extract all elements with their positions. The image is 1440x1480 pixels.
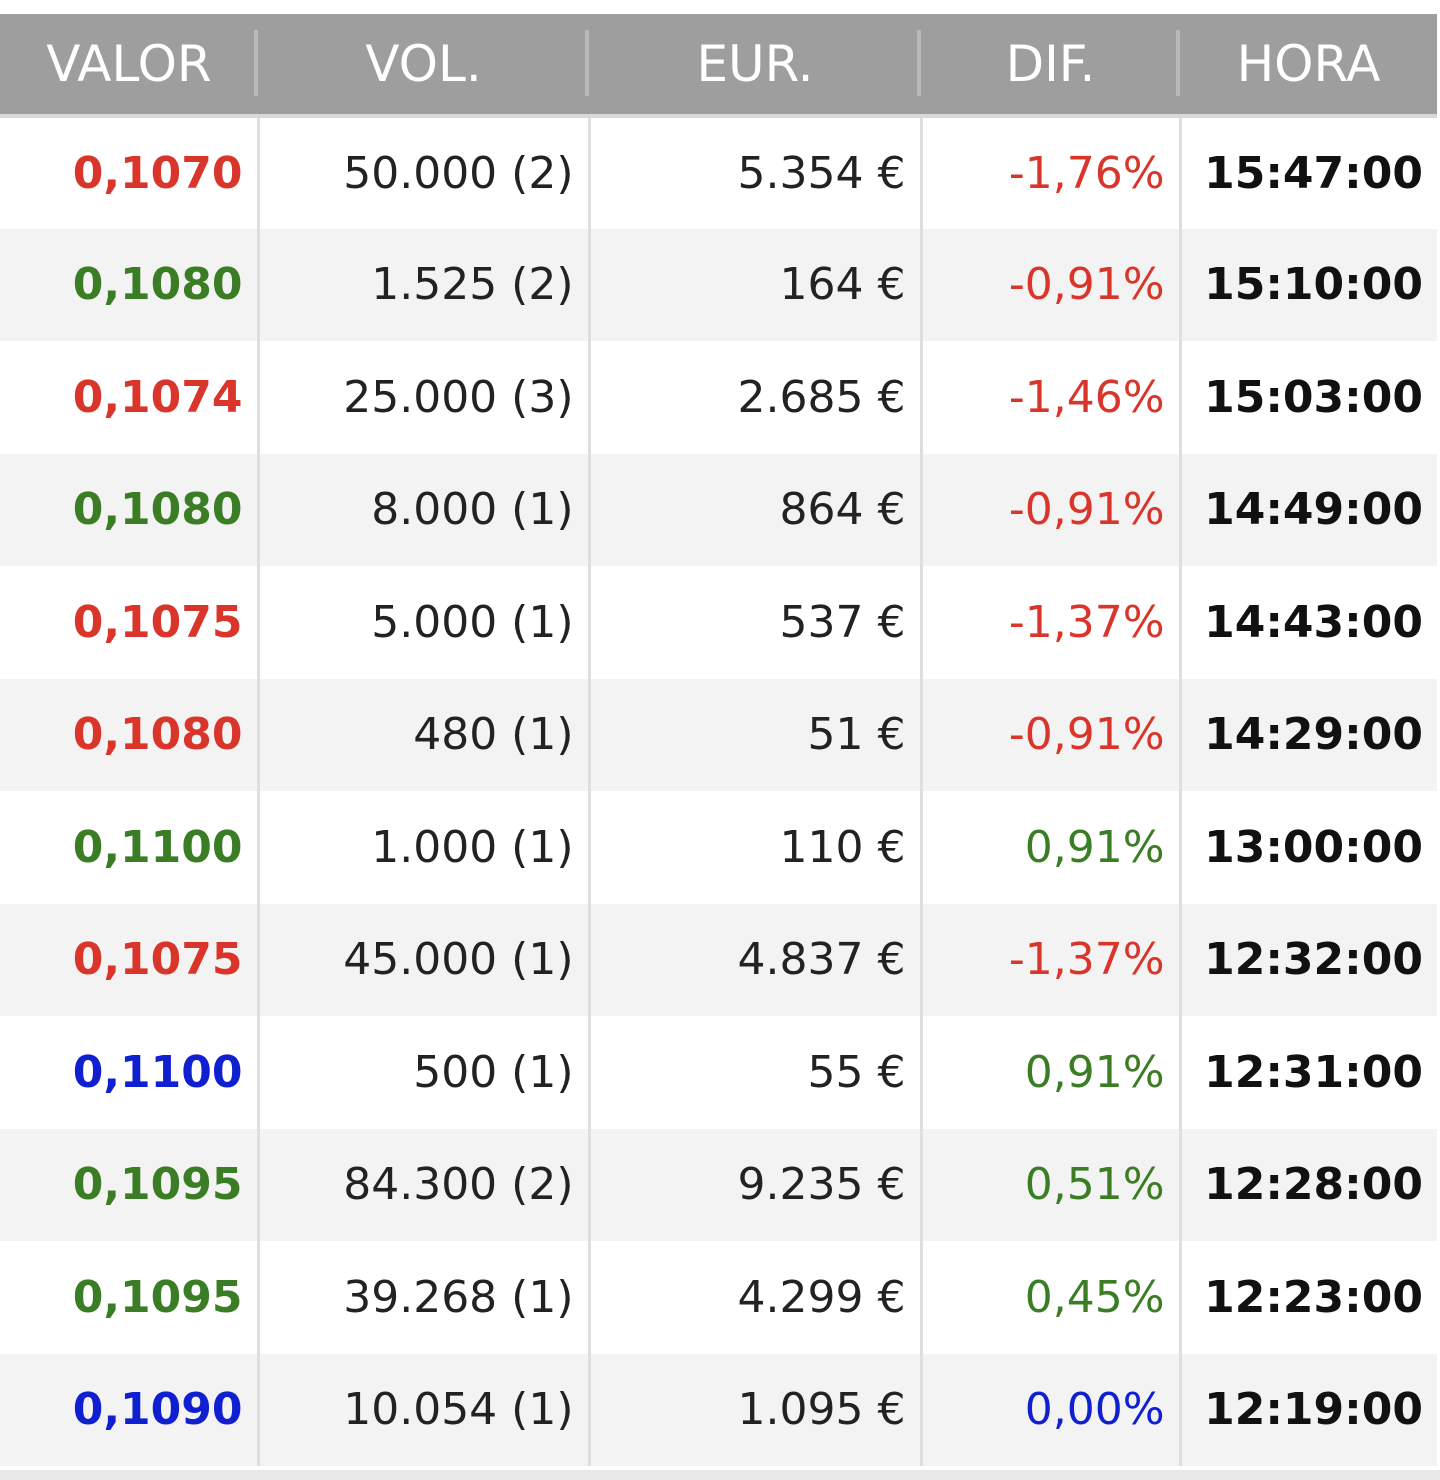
euro-amount-cell: 2.685 €: [589, 341, 923, 454]
table-row[interactable]: 0,1070 50.000 (2) 5.354 € -1,76% 15:47:00: [0, 116, 1437, 229]
volume-cell: 480 (1): [258, 678, 591, 791]
table-row[interactable]: 0,1100 500 (1) 55 €0,91% 12:31:00: [0, 1016, 1437, 1129]
difference-cell: 0,45%: [921, 1241, 1182, 1354]
time-cell: 15:03:00: [1204, 371, 1423, 423]
header-valor[interactable]: VALOR: [0, 14, 258, 118]
table-body: 0,1070 50.000 (2) 5.354 € -1,76% 15:47:00 0,1…: [0, 116, 1437, 1466]
header-separator: [585, 30, 589, 96]
header-separator: [254, 30, 258, 96]
volume-cell: 5.000 (1): [258, 566, 591, 679]
table-header: VALOR VOL. EUR. DIF. HORA: [0, 14, 1437, 118]
header-dif-label: DIF.: [1005, 35, 1096, 93]
difference-cell: -1,37%: [921, 566, 1182, 679]
table-row[interactable]: 0,1075 45.000 (1) 4.837 € -1,37% 12:32:00: [0, 903, 1437, 1016]
volume-cell: 1.525 (2): [258, 228, 591, 341]
top-margin: [0, 0, 1440, 14]
volume-cell: 500 (1): [258, 1016, 591, 1129]
euro-amount-cell: 164 €: [589, 228, 923, 341]
valor-cell: 0,1080: [0, 453, 260, 566]
time-cell: 12:31:00: [1204, 1046, 1423, 1098]
difference-cell: -0,91%: [921, 453, 1182, 566]
euro-amount-cell: 537 €: [589, 566, 923, 679]
volume-cell: 45.000 (1): [258, 903, 591, 1016]
difference-cell: -1,37%: [921, 903, 1182, 1016]
time-cell: 12:23:00: [1204, 1271, 1423, 1323]
table-row[interactable]: 0,1090 10.054 (1) 1.095 €0,00% 12:19:00: [0, 1353, 1437, 1466]
euro-amount-cell: 4.299 €: [589, 1241, 923, 1354]
euro-amount-cell: 5.354 €: [589, 116, 923, 229]
header-row: VALOR VOL. EUR. DIF. HORA: [0, 14, 1437, 118]
header-hora-label: HORA: [1236, 35, 1381, 93]
time-cell: 12:28:00: [1204, 1159, 1423, 1211]
valor-cell: 0,1075: [0, 903, 260, 1016]
valor-cell: 0,1080: [0, 228, 260, 341]
header-eur[interactable]: EUR.: [589, 14, 921, 118]
volume-cell: 1.000 (1): [258, 791, 591, 904]
table-row[interactable]: 0,1095 84.300 (2) 9.235 €0,51% 12:28:00: [0, 1128, 1437, 1241]
valor-cell: 0,1095: [0, 1128, 260, 1241]
difference-cell: -1,46%: [921, 341, 1182, 454]
euro-amount-cell: 4.837 €: [589, 903, 923, 1016]
time-cell: 14:43:00: [1204, 596, 1423, 648]
valor-cell: 0,1070: [0, 116, 260, 229]
bottom-edge: [0, 1470, 1440, 1480]
header-dif[interactable]: DIF.: [921, 14, 1180, 118]
table-row[interactable]: 0,1080 480 (1) 51 € -0,91% 14:29:00: [0, 678, 1437, 791]
valor-cell: 0,1100: [0, 791, 260, 904]
header-separator: [917, 30, 921, 96]
euro-amount-cell: 864 €: [589, 453, 923, 566]
difference-cell: 0,91%: [921, 791, 1182, 904]
valor-cell: 0,1100: [0, 1016, 260, 1129]
time-cell: 15:47:00: [1204, 147, 1423, 199]
difference-cell: 0,91%: [921, 1016, 1182, 1129]
euro-amount-cell: 1.095 €: [589, 1353, 923, 1466]
volume-cell: 39.268 (1): [258, 1241, 591, 1354]
header-eur-label: EUR.: [696, 35, 814, 93]
time-cell: 14:29:00: [1204, 709, 1423, 761]
volume-cell: 8.000 (1): [258, 453, 591, 566]
euro-amount-cell: 9.235 €: [589, 1128, 923, 1241]
volume-cell: 84.300 (2): [258, 1128, 591, 1241]
header-separator: [1176, 30, 1180, 96]
table-row[interactable]: 0,1080 8.000 (1) 864 € -0,91% 14:49:00: [0, 453, 1437, 566]
valor-cell: 0,1075: [0, 566, 260, 679]
table-row[interactable]: 0,1074 25.000 (3) 2.685 € -1,46% 15:03:00: [0, 341, 1437, 454]
euro-amount-cell: 110 €: [589, 791, 923, 904]
volume-cell: 50.000 (2): [258, 116, 591, 229]
table-row[interactable]: 0,1080 1.525 (2) 164 € -0,91% 15:10:00: [0, 228, 1437, 341]
volume-cell: 10.054 (1): [258, 1353, 591, 1466]
table-row[interactable]: 0,1075 5.000 (1) 537 € -1,37% 14:43:00: [0, 566, 1437, 679]
table-row[interactable]: 0,1095 39.268 (1) 4.299 €0,45% 12:23:00: [0, 1241, 1437, 1354]
header-valor-label: VALOR: [46, 35, 212, 93]
trades-table: VALOR VOL. EUR. DIF. HORA 0,1070 50.000 (…: [0, 14, 1437, 1466]
difference-cell: -1,76%: [921, 116, 1182, 229]
table-row[interactable]: 0,1100 1.000 (1) 110 €0,91% 13:00:00: [0, 791, 1437, 904]
header-vol[interactable]: VOL.: [258, 14, 589, 118]
time-cell: 14:49:00: [1204, 484, 1423, 536]
time-cell: 13:00:00: [1204, 821, 1423, 873]
time-cell: 15:10:00: [1204, 259, 1423, 311]
valor-cell: 0,1080: [0, 678, 260, 791]
difference-cell: -0,91%: [921, 228, 1182, 341]
valor-cell: 0,1074: [0, 341, 260, 454]
valor-cell: 0,1095: [0, 1241, 260, 1354]
difference-cell: 0,00%: [921, 1353, 1182, 1466]
difference-cell: 0,51%: [921, 1128, 1182, 1241]
header-hora[interactable]: HORA: [1180, 14, 1437, 118]
time-cell: 12:32:00: [1204, 934, 1423, 986]
header-vol-label: VOL.: [365, 35, 482, 93]
euro-amount-cell: 55 €: [589, 1016, 923, 1129]
euro-amount-cell: 51 €: [589, 678, 923, 791]
valor-cell: 0,1090: [0, 1353, 260, 1466]
time-cell: 12:19:00: [1204, 1384, 1423, 1436]
volume-cell: 25.000 (3): [258, 341, 591, 454]
difference-cell: -0,91%: [921, 678, 1182, 791]
